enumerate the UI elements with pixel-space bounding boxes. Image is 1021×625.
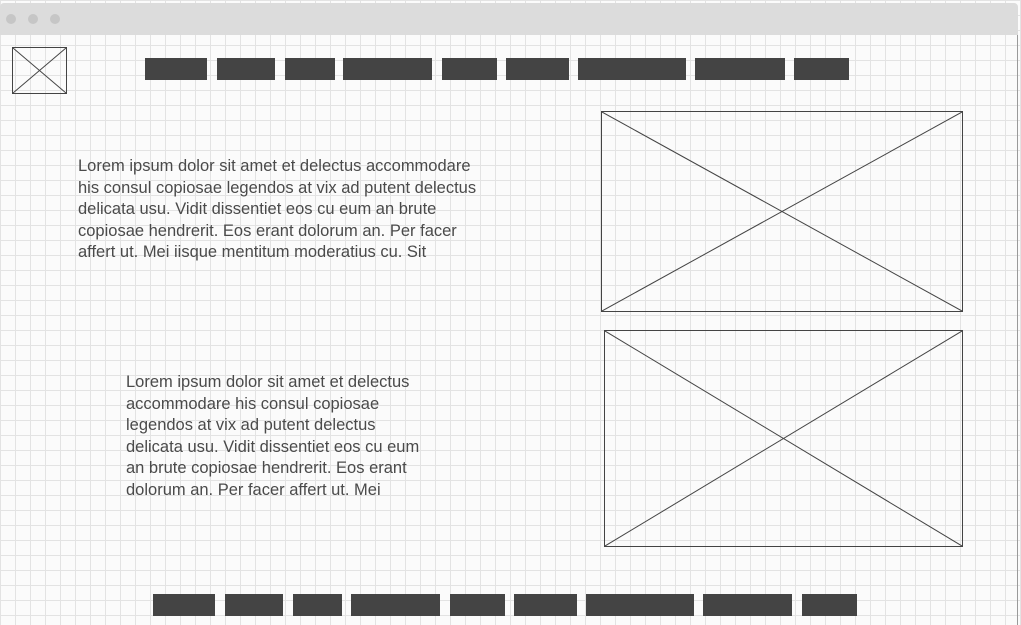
top-nav-item-9[interactable]: [794, 58, 849, 80]
top-nav-item-2[interactable]: [217, 58, 275, 80]
section-2-paragraph: Lorem ipsum dolor sit amet et delectus a…: [126, 373, 420, 499]
window-close-dot-icon[interactable]: [6, 14, 16, 24]
section-2-image-placeholder-icon: [604, 330, 963, 547]
section-1-image-placeholder-icon: [601, 111, 963, 312]
bottom-nav-item-7[interactable]: [586, 594, 694, 616]
bottom-nav-item-6[interactable]: [514, 594, 577, 616]
top-nav-item-4[interactable]: [343, 58, 432, 80]
bottom-nav-item-9[interactable]: [802, 594, 857, 616]
bottom-nav-item-2[interactable]: [225, 594, 283, 616]
top-nav-item-3[interactable]: [285, 58, 335, 80]
window-right-border: [1017, 35, 1018, 625]
bottom-nav-item-4[interactable]: [351, 594, 440, 616]
top-nav-item-1[interactable]: [145, 58, 207, 80]
bottom-nav-item-5[interactable]: [450, 594, 505, 616]
window-minimize-dot-icon[interactable]: [28, 14, 38, 24]
section-1-paragraph: Lorem ipsum dolor sit amet et delectus a…: [78, 157, 477, 261]
top-nav-item-5[interactable]: [442, 58, 497, 80]
bottom-nav-item-8[interactable]: [703, 594, 792, 616]
top-nav-item-8[interactable]: [695, 58, 785, 80]
top-nav-item-7[interactable]: [578, 58, 686, 80]
window-maximize-dot-icon[interactable]: [50, 14, 60, 24]
window-titlebar: [0, 3, 1018, 35]
top-nav-item-6[interactable]: [506, 58, 569, 80]
bottom-nav-item-3[interactable]: [293, 594, 342, 616]
logo-image-placeholder-icon[interactable]: [12, 47, 67, 94]
bottom-nav-item-1[interactable]: [153, 594, 215, 616]
